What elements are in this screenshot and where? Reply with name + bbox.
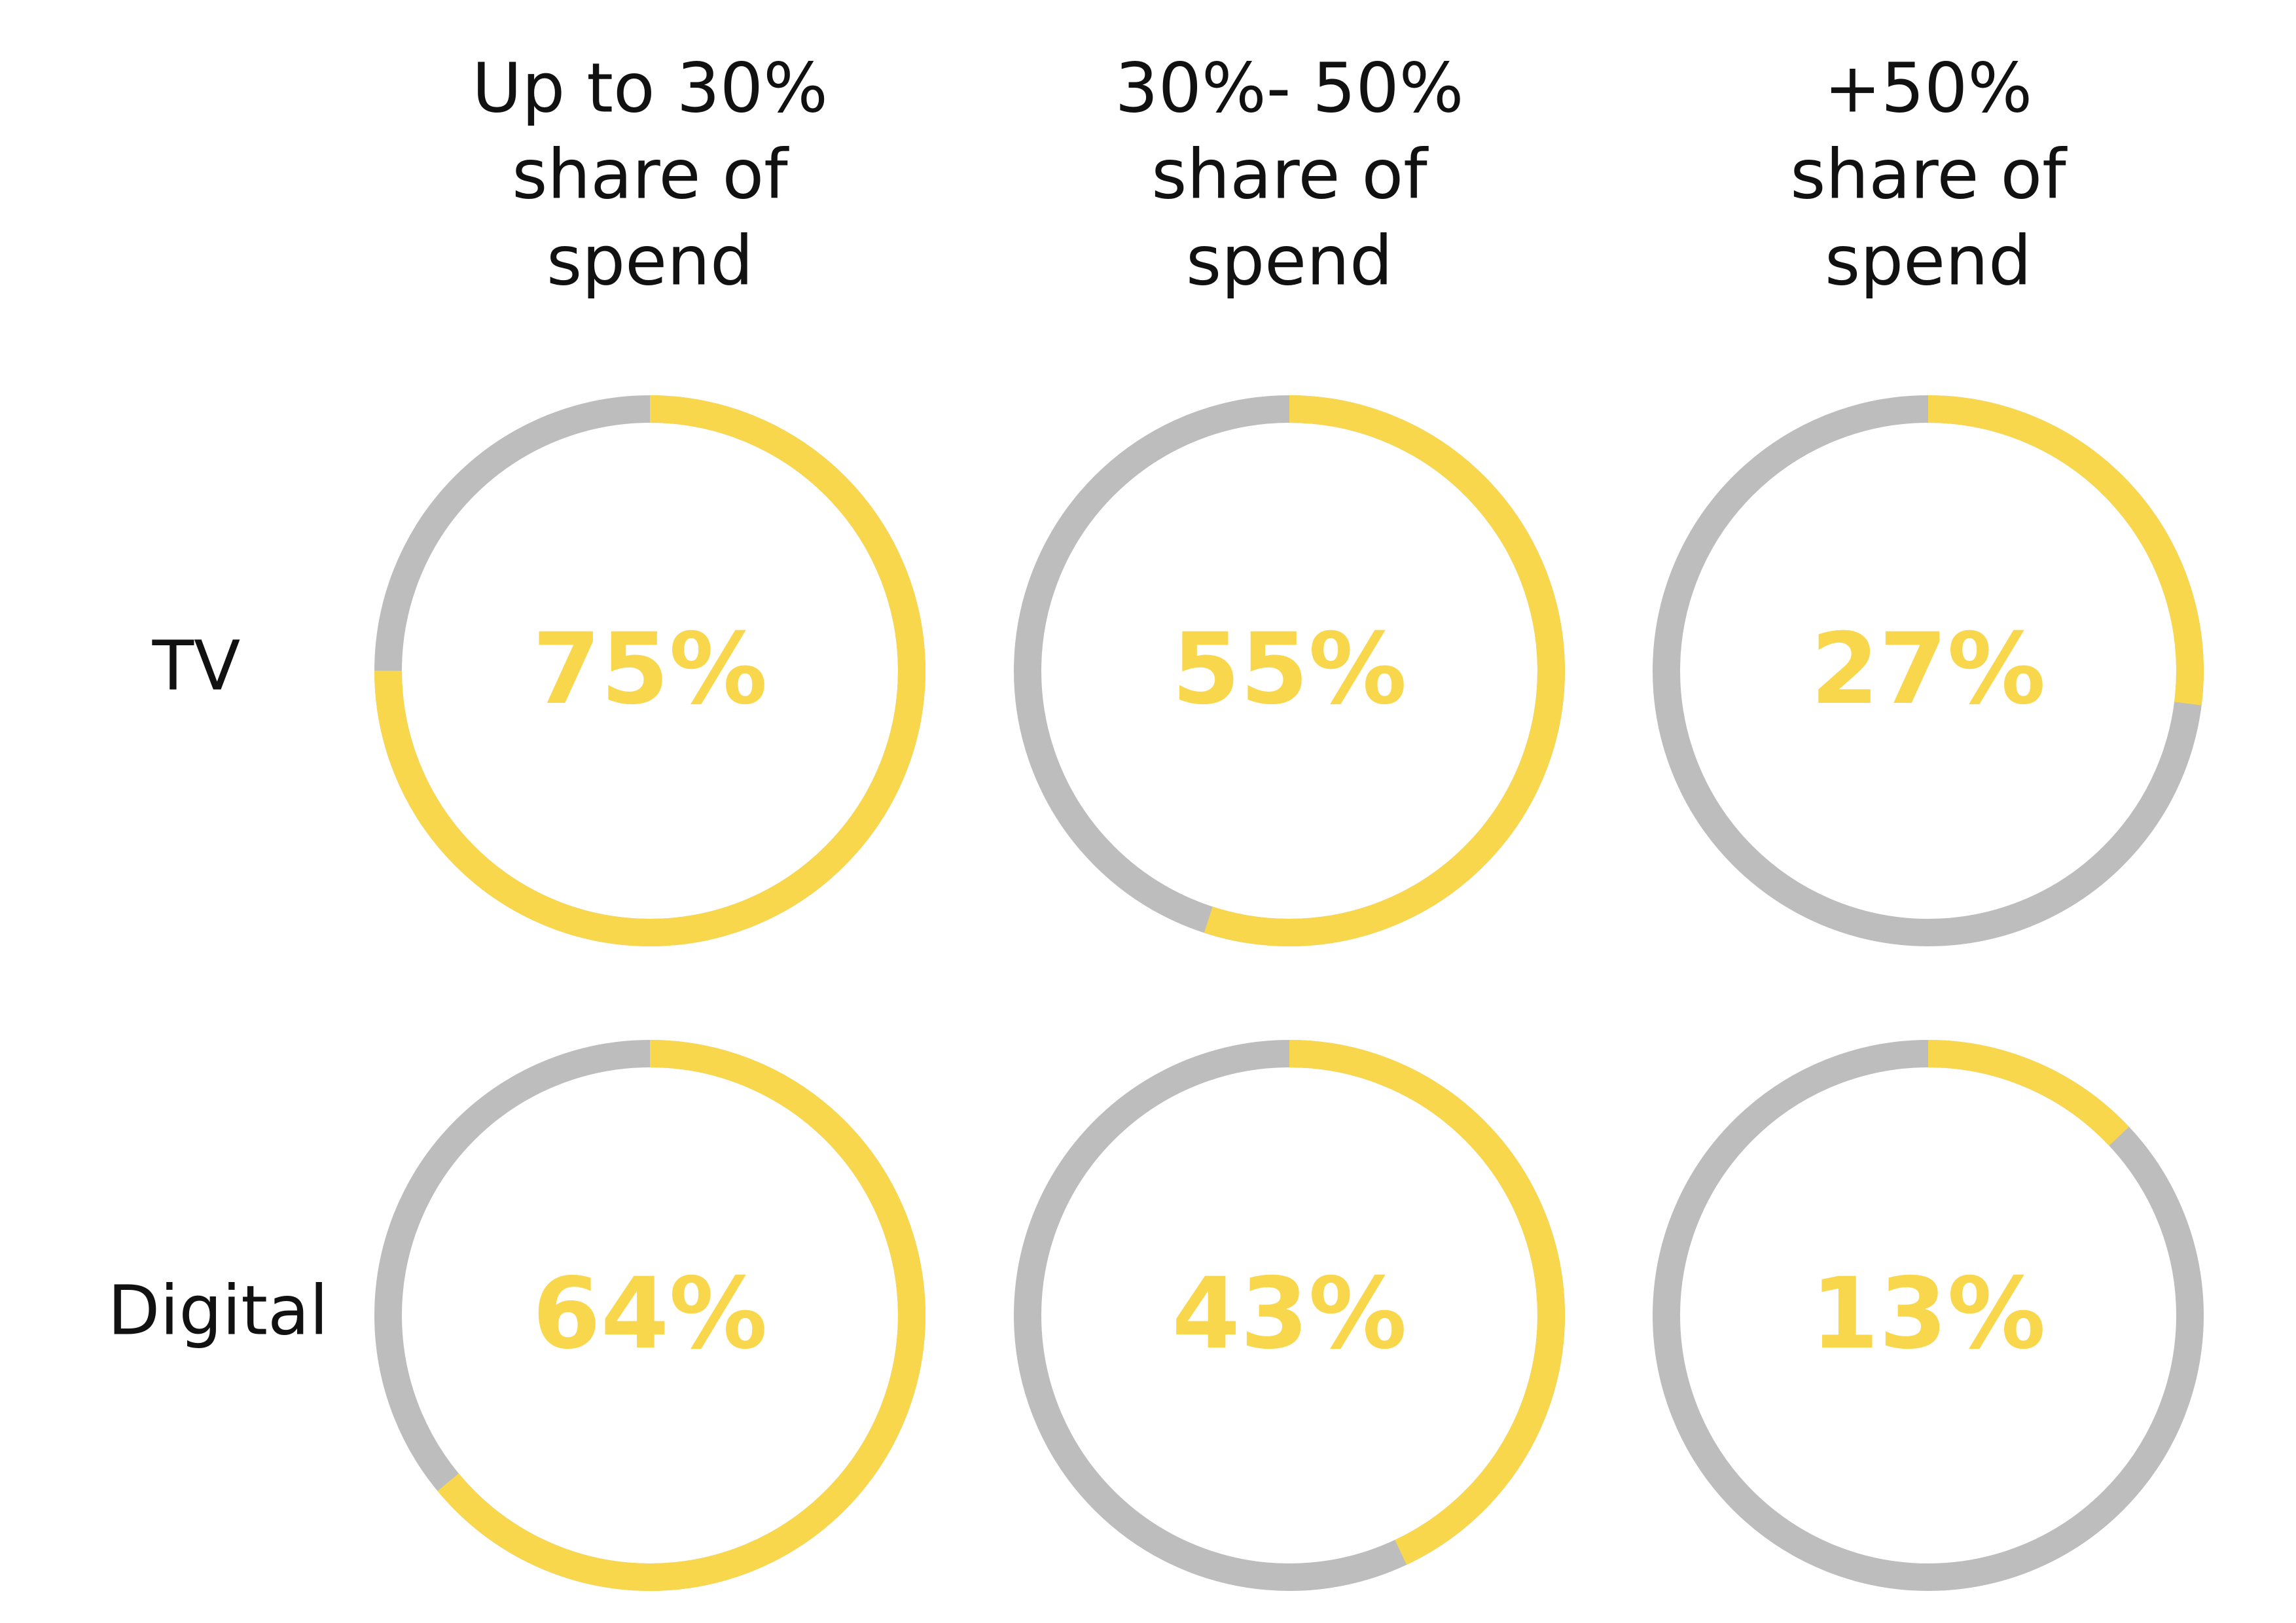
donut-grid: 75% 55% 27% 64% 43% 13% (374, 395, 2204, 1591)
donut-value-arc (374, 1040, 925, 1591)
donut-value-label: 43% (1172, 1257, 1407, 1371)
row-label: TV (152, 626, 241, 705)
donut: 64% (374, 1040, 925, 1591)
column-header-line: share of (512, 134, 789, 214)
donut-value-arc (1014, 395, 1565, 946)
donut-value-label: 64% (532, 1257, 767, 1371)
donut: 55% (1014, 395, 1565, 946)
donut-value-arc (1014, 1040, 1565, 1591)
donut: 43% (1014, 1040, 1565, 1591)
column-header-line: 30%- 50% (1115, 48, 1464, 128)
column-header-line: spend (1186, 221, 1393, 300)
row-label: Digital (107, 1270, 328, 1350)
donut-value-arc (374, 395, 925, 946)
donut: 27% (1653, 395, 2204, 946)
donut: 13% (1653, 1040, 2204, 1591)
donut-value-label: 75% (532, 613, 767, 726)
column-header-line: Up to 30% (472, 48, 828, 128)
column-header-line: spend (1825, 221, 2032, 300)
donut-value-label: 13% (1810, 1257, 2045, 1371)
donut-value-label: 55% (1172, 613, 1407, 726)
column-header-line: +50% (1824, 48, 2032, 128)
column-header-line: share of (1151, 134, 1429, 214)
donut: 75% (374, 395, 925, 946)
donut-value-arc (1653, 1040, 2204, 1591)
column-header-line: share of (1790, 134, 2068, 214)
donut-value-label: 27% (1810, 613, 2045, 726)
row-labels: TV Digital (107, 626, 328, 1350)
column-header-line: spend (547, 221, 753, 300)
donut-value-arc (1653, 395, 2204, 946)
